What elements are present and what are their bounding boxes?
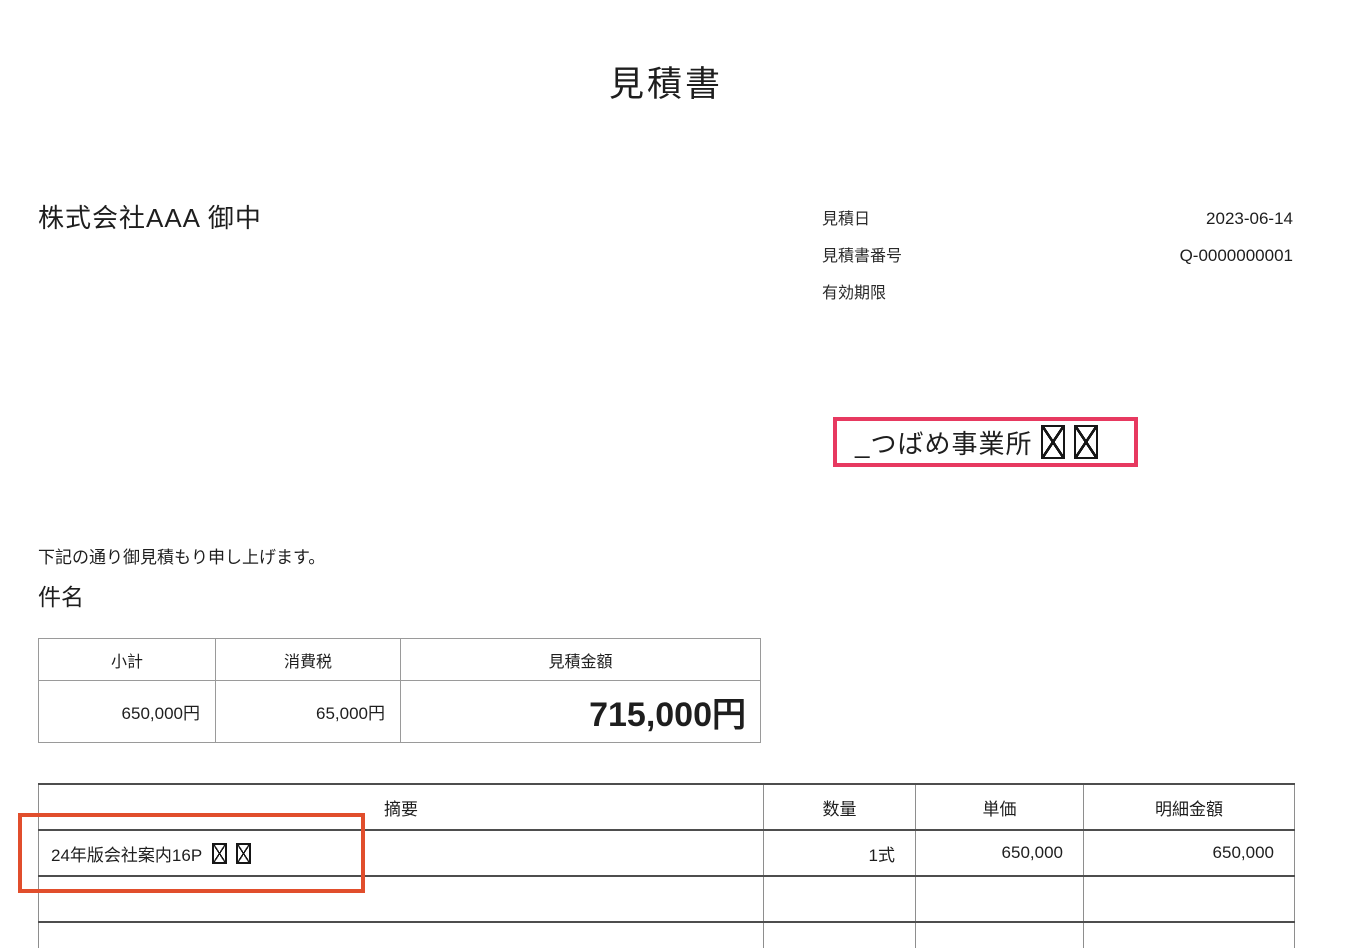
total-header: 見積金額 [400, 638, 761, 681]
quote-date-value: 2023-06-14 [1206, 209, 1293, 228]
tax-header: 消費税 [215, 638, 401, 681]
item-description-cell: 24年版会社案内16P [38, 829, 764, 877]
item-amount: 650,000 [1083, 829, 1295, 877]
items-header-row: 摘要 数量 単価 明細金額 [38, 783, 1295, 831]
quote-number-label: 見積書番号 [822, 248, 903, 265]
subject-label: 件名 [38, 584, 84, 610]
item-unit-price: 650,000 [915, 829, 1084, 877]
meta-row-quote-number: 見積書番号 Q-0000000001 [822, 242, 1293, 265]
item-quantity [763, 875, 916, 923]
item-quantity [763, 921, 916, 948]
meta-row-quote-date: 見積日 2023-06-14 [822, 205, 1293, 228]
missing-glyph-icon [211, 842, 227, 864]
expiry-date-label: 有効期限 [822, 285, 887, 302]
quote-number-value: Q-0000000001 [1179, 246, 1293, 265]
item-amount [1083, 921, 1295, 948]
summary-header-row: 小計 消費税 見積金額 [38, 638, 761, 681]
quantity-header: 数量 [763, 783, 916, 831]
summary-table: 小計 消費税 見積金額 650,000円 65,000円 715,000円 [38, 638, 761, 743]
table-row [38, 921, 1295, 948]
missing-glyph-icon [236, 842, 252, 864]
recipient-name: 株式会社AAA 御中 [38, 203, 262, 233]
item-unit-price [915, 921, 1084, 948]
tax-value: 65,000円 [215, 680, 401, 743]
item-description: 24年版会社案内16P [51, 845, 202, 865]
table-row: 24年版会社案内16P 1式 650,000 650,000 [38, 829, 1295, 877]
unit-price-header: 単価 [915, 783, 1084, 831]
issuer-name: _つばめ事業所 [855, 428, 1033, 459]
summary-value-row: 650,000円 65,000円 715,000円 [38, 680, 761, 743]
item-description-cell [38, 875, 764, 923]
items-table: 摘要 数量 単価 明細金額 24年版会社案内16P 1式 650,000 650… [38, 783, 1295, 948]
subtotal-header: 小計 [38, 638, 216, 681]
missing-glyph-icon [1074, 425, 1099, 459]
item-unit-price [915, 875, 1084, 923]
subtotal-value: 650,000円 [38, 680, 216, 743]
meta-row-expiry-date: 有効期限 [822, 279, 1293, 302]
item-amount [1083, 875, 1295, 923]
item-quantity: 1式 [763, 829, 916, 877]
greeting-text: 下記の通り御見積もり申し上げます。 [38, 548, 326, 567]
total-value: 715,000円 [400, 680, 761, 743]
description-header: 摘要 [38, 783, 764, 831]
page-title: 見積書 [608, 65, 723, 104]
amount-header: 明細金額 [1083, 783, 1295, 831]
issuer-annotation-box: _つばめ事業所 [833, 417, 1138, 467]
meta-block: 見積日 2023-06-14 見積書番号 Q-0000000001 有効期限 [822, 205, 1293, 316]
table-row [38, 875, 1295, 923]
missing-glyph-icon [1041, 425, 1066, 459]
quote-date-label: 見積日 [822, 211, 871, 228]
item-description-cell [38, 921, 764, 948]
